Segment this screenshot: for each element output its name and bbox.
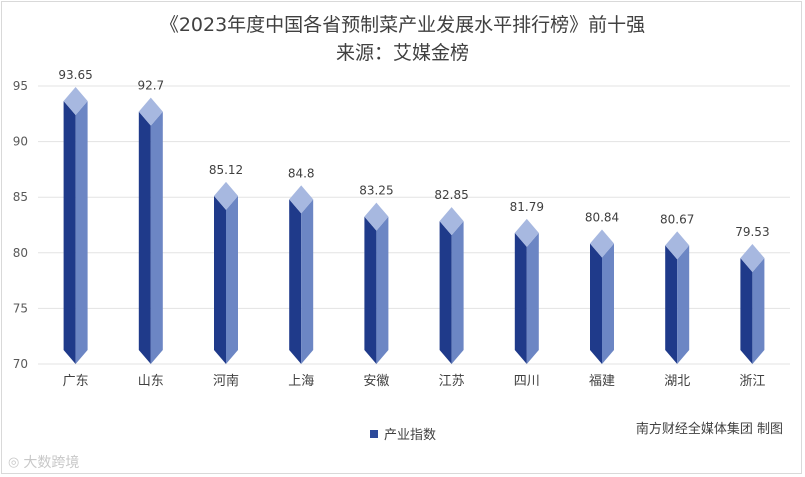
x-tick-label: 浙江 (739, 374, 765, 389)
bar-top-cap (214, 181, 238, 210)
bar-front-face (138, 111, 151, 365)
data-label: 82.85 (434, 188, 468, 202)
data-label: 83.25 (359, 184, 393, 198)
bar-front-face (590, 243, 602, 364)
data-label: 81.79 (510, 200, 544, 214)
x-tick-label: 山东 (138, 374, 164, 389)
bar-top-cap (665, 231, 690, 260)
y-tick-label: 95 (13, 79, 28, 93)
legend: 产业指数 (370, 424, 436, 443)
bar-front-face (514, 232, 527, 364)
data-label: 84.8 (288, 166, 315, 180)
bar-top-cap (289, 185, 314, 214)
x-tick-label: 湖北 (664, 374, 690, 389)
y-tick-label: 70 (13, 357, 28, 371)
bar-side-face (75, 101, 88, 365)
x-tick-label: 江苏 (439, 373, 465, 389)
bar-top-cap (138, 97, 163, 126)
bar-side-face (451, 221, 464, 364)
y-tick-label: 90 (13, 135, 28, 149)
legend-label: 产业指数 (384, 428, 437, 443)
data-label: 85.12 (209, 163, 243, 177)
bar-side-face (376, 216, 389, 364)
bar-side-face (150, 111, 163, 365)
bar-front-face (665, 245, 678, 364)
y-tick-label: 75 (13, 301, 28, 315)
bar-front-face (214, 195, 226, 364)
chart-title: 《2023年度中国各省预制菜产业发展水平排行榜》前十强 (159, 14, 646, 36)
chart-subtitle: 来源：艾媒金榜 (335, 42, 469, 64)
bar-front-face (740, 258, 753, 364)
bar-front-face (63, 101, 76, 365)
credit-text: 南方财经全媒体集团 制图 (635, 422, 783, 437)
x-tick-label: 安徽 (363, 374, 389, 389)
bar-front-face (289, 199, 302, 364)
bar-side-face (526, 232, 539, 364)
data-label: 92.7 (137, 79, 164, 93)
bar-side-face (752, 258, 765, 364)
x-tick-label: 河南 (213, 373, 239, 389)
logo-icon: ◎ (8, 454, 20, 470)
bar-side-face (677, 245, 690, 364)
bar-top-cap (740, 244, 765, 273)
legend-swatch (370, 429, 378, 438)
bar-side-face (226, 195, 238, 364)
y-tick-label: 85 (13, 190, 28, 204)
x-tick-label: 福建 (589, 374, 615, 389)
data-label: 80.67 (660, 212, 694, 226)
data-label: 80.84 (585, 210, 619, 224)
x-tick-label: 上海 (288, 374, 314, 389)
x-tick-label: 广东 (63, 374, 89, 389)
data-label: 79.53 (735, 225, 769, 239)
x-tick-label: 四川 (514, 374, 540, 389)
data-label: 93.65 (58, 68, 92, 82)
bar-top-cap (364, 202, 389, 231)
bar-top-cap (63, 87, 88, 116)
watermark-text: 大数跨境 (23, 455, 80, 471)
bar-side-face (602, 243, 614, 364)
bar-front-face (364, 216, 377, 364)
bar-top-cap (514, 218, 539, 247)
bar-side-face (301, 199, 314, 364)
y-tick-label: 80 (13, 246, 28, 260)
bar-top-cap (590, 229, 614, 258)
bar-front-face (439, 221, 452, 364)
bar-top-cap (439, 207, 464, 236)
watermark: ◎ 大数跨境 (8, 452, 79, 472)
